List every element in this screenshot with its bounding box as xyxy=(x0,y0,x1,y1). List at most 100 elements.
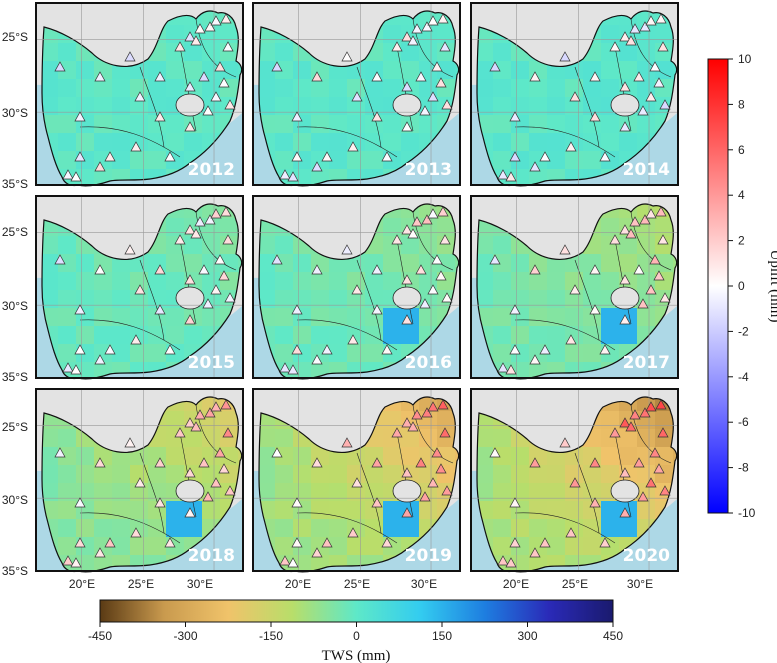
gnss-station-marker xyxy=(401,31,413,42)
gnss-station-marker xyxy=(437,206,449,217)
tws-cell xyxy=(655,411,673,429)
tws-cell xyxy=(42,97,58,115)
tws-cell xyxy=(547,344,565,362)
tws-cell xyxy=(477,43,493,61)
gnss-station-marker xyxy=(407,228,419,239)
tws-cell xyxy=(329,151,347,169)
gnss-station-marker xyxy=(619,274,631,285)
tws-cell xyxy=(94,272,112,290)
gnss-station-marker xyxy=(371,304,383,315)
tws-cell xyxy=(365,254,383,272)
gnss-station-marker xyxy=(62,362,74,373)
gnss-station-marker xyxy=(214,447,226,458)
gnss-station-marker xyxy=(565,141,577,152)
uplift-tick-label: -8 xyxy=(738,461,749,475)
tws-cell xyxy=(547,79,565,97)
tws-cell xyxy=(601,519,619,537)
tws-cell xyxy=(601,308,619,326)
tws-cell xyxy=(184,254,202,272)
gnss-station-marker xyxy=(645,15,657,26)
tws-cell xyxy=(401,254,419,272)
tws-cell xyxy=(166,61,184,79)
gnss-station-marker xyxy=(431,447,443,458)
tws-cell xyxy=(493,133,511,151)
tws-cell xyxy=(76,254,94,272)
gnss-station-marker xyxy=(214,254,226,265)
tws-cell xyxy=(493,483,511,501)
tws-cell xyxy=(329,97,347,115)
tws-cell xyxy=(529,290,547,308)
gnss-station-marker xyxy=(347,527,359,538)
tws-cell xyxy=(184,429,202,447)
gnss-station-marker xyxy=(214,61,226,72)
gnss-station-marker xyxy=(347,334,359,345)
lesotho xyxy=(392,93,422,117)
tws-cell xyxy=(112,151,130,169)
tws-cell xyxy=(275,254,293,272)
gnss-station-marker xyxy=(625,228,637,239)
lon-label-30e: 30°E xyxy=(411,577,437,591)
gnss-station-marker xyxy=(190,228,202,239)
gnss-station-marker xyxy=(184,81,196,92)
tws-cell xyxy=(511,465,529,483)
gnss-station-marker xyxy=(124,437,136,448)
tws-cell xyxy=(112,133,130,151)
tws-cell xyxy=(565,537,583,555)
uplift-tick-label: 0 xyxy=(738,279,745,293)
tws-cell xyxy=(275,290,293,308)
gnss-station-marker xyxy=(224,485,236,496)
gnss-station-marker xyxy=(154,71,166,82)
tws-cell xyxy=(655,25,673,43)
tws-cell xyxy=(58,254,76,272)
tws-cell xyxy=(58,519,76,537)
tws-cell xyxy=(655,218,673,236)
gnss-station-marker xyxy=(427,477,439,488)
tws-cell xyxy=(259,79,275,97)
lat-label-25s: 25°S xyxy=(2,420,28,434)
gnss-station-marker xyxy=(291,537,303,548)
tws-cell xyxy=(583,61,601,79)
gnss-station-marker xyxy=(321,151,333,162)
gnss-station-marker xyxy=(62,169,74,180)
tws-cell xyxy=(311,79,329,97)
country-tws-grid xyxy=(258,396,460,573)
tws-cell xyxy=(637,115,655,133)
gnss-station-marker xyxy=(415,264,427,275)
tws-cell xyxy=(58,537,76,555)
lat-label-35s: 35°S xyxy=(2,370,28,384)
tws-cell xyxy=(565,501,583,519)
province-boundary xyxy=(139,452,165,534)
tws-cell xyxy=(455,254,459,272)
tws-cell xyxy=(455,61,459,79)
gnss-station-marker xyxy=(311,547,323,558)
gnss-station-marker xyxy=(291,111,303,122)
tws-cell xyxy=(601,501,619,519)
gnss-station-marker xyxy=(371,457,383,468)
gnss-station-marker xyxy=(657,234,669,245)
gnss-station-marker xyxy=(130,527,142,538)
gnss-station-marker xyxy=(625,35,637,46)
gnss-station-marker xyxy=(559,437,571,448)
tws-cell xyxy=(401,447,419,465)
tws-cell xyxy=(166,465,184,483)
tws-cell xyxy=(275,61,293,79)
uplift-tick-label: 4 xyxy=(738,188,745,202)
gnss-station-marker xyxy=(184,417,196,428)
tws-cell xyxy=(547,483,565,501)
tws-cell xyxy=(76,326,94,344)
tws-cell xyxy=(184,43,202,61)
gnss-station-marker xyxy=(351,477,363,488)
tws-cell xyxy=(148,254,166,272)
gnss-station-marker xyxy=(291,497,303,508)
tws-cell xyxy=(655,429,673,447)
tws-tick-label: 300 xyxy=(517,629,537,643)
tws-cell xyxy=(184,133,202,151)
tws-cell xyxy=(477,429,493,447)
lesotho xyxy=(392,286,422,310)
gnss-station-marker xyxy=(311,264,323,275)
province-boundary xyxy=(79,319,181,351)
tws-cell xyxy=(477,483,493,501)
gnss-station-marker xyxy=(222,41,234,52)
tws-cell xyxy=(437,411,455,429)
tws-cell xyxy=(365,537,383,555)
